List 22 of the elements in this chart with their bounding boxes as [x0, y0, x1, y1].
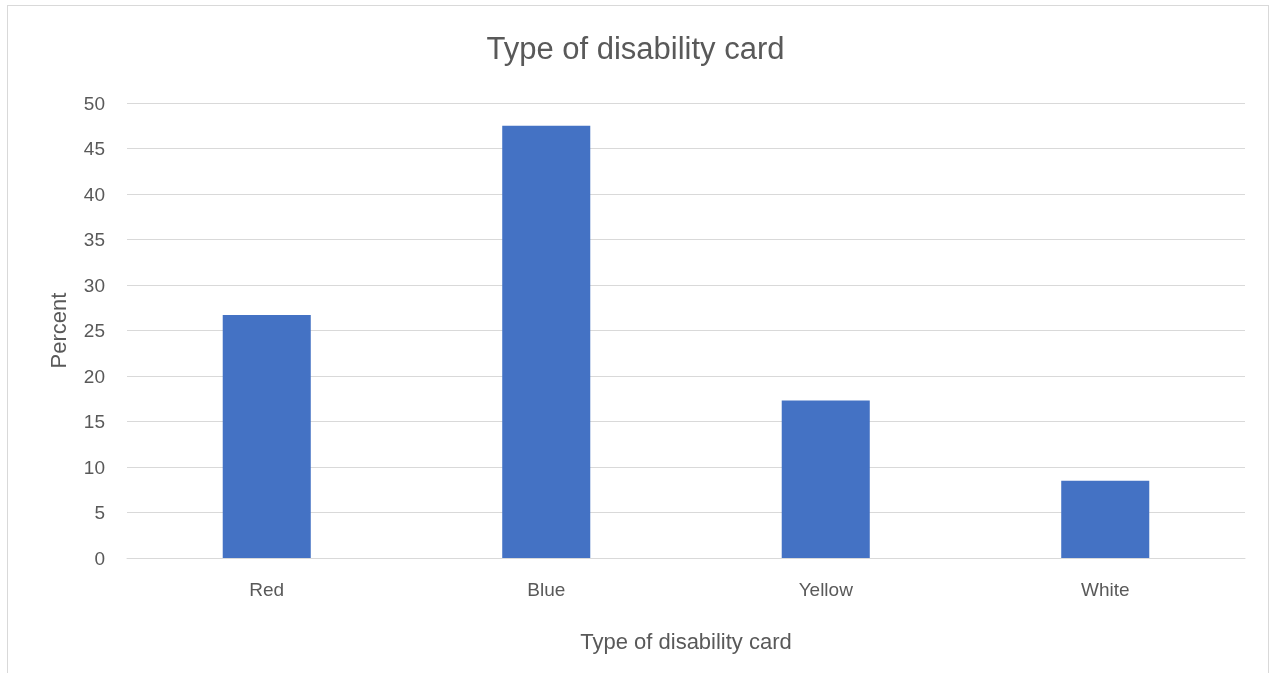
y-tick-label: 30 [83, 274, 105, 296]
y-tick-label: 25 [83, 320, 105, 341]
y-tick-label: 0 [94, 547, 105, 569]
y-tick-label: 20 [83, 365, 105, 387]
x-tick-label: Blue [527, 579, 566, 600]
bar [222, 315, 311, 558]
bar [502, 125, 591, 558]
y-tick-label: 5 [94, 502, 105, 523]
y-axis-title: Percent [45, 292, 71, 369]
x-tick-label: Yellow [798, 579, 854, 600]
y-tick-label: 45 [83, 138, 105, 159]
bar [1061, 480, 1150, 558]
x-axis-title: Type of disability card [580, 628, 792, 654]
chart-title: Type of disability card [486, 31, 785, 66]
y-tick-label: 40 [83, 183, 105, 205]
y-tick-label: 35 [83, 229, 105, 250]
y-tick-label: 15 [83, 411, 105, 432]
y-tick-label: 10 [83, 456, 105, 478]
bar [781, 400, 870, 558]
x-tick-label: White [1080, 579, 1130, 600]
y-tick-label: 50 [83, 92, 105, 114]
x-tick-label: Red [249, 579, 285, 600]
